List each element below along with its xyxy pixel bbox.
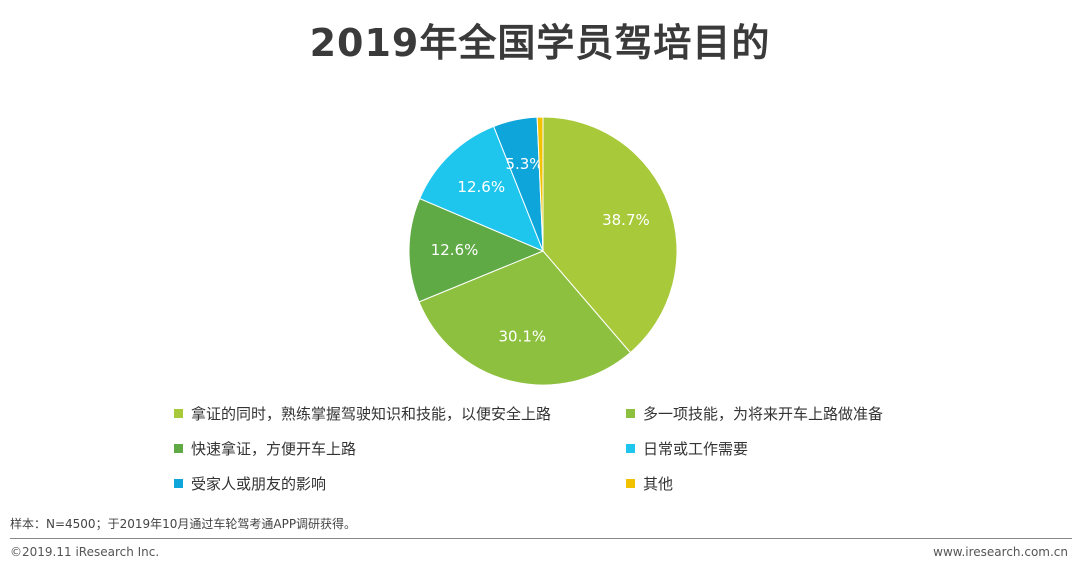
data-label: 30.1% [499,327,547,345]
chart-title: 2019年全国学员驾培目的 [309,21,771,65]
legend-swatch [174,408,183,418]
legend-swatch [626,478,635,488]
legend-swatch [174,443,183,453]
legend-item: 拿证的同时，熟练掌握驾驶知识和技能，以便安全上路 [174,402,551,424]
pie-slice [542,116,678,354]
pie-chart: 38.7%30.1%12.6%12.6%5.3% [408,116,678,386]
legend-swatch [174,478,183,488]
data-label: 12.6% [457,178,505,196]
pie-slice [419,125,544,252]
legend-item: 其他 [626,472,673,494]
legend-swatch [626,408,635,418]
legend-swatch [626,443,635,453]
pie-slice [408,197,545,303]
pie-slice [536,116,544,252]
legend-item: 日常或工作需要 [626,437,748,459]
pie-slice [418,250,632,386]
legend-item: 受家人或朋友的影响 [174,472,326,494]
legend-label: 多一项技能，为将来开车上路做准备 [643,404,884,423]
data-label: 5.3% [505,155,543,173]
legend-label: 拿证的同时，熟练掌握驾驶知识和技能，以便安全上路 [191,404,552,423]
sample-note: 样本：N=4500；于2019年10月通过车轮驾考通APP调研获得。 [10,517,357,531]
copyright: ©2019.11 iResearch Inc. [10,545,160,559]
legend-label: 受家人或朋友的影响 [191,474,327,493]
legend-label: 其他 [643,474,674,493]
legend-item: 快速拿证，方便开车上路 [174,437,356,459]
data-label: 12.6% [431,241,479,259]
data-label: 38.7% [602,211,650,229]
footer-divider [10,538,1072,539]
website-url: www.iresearch.com.cn [933,545,1068,559]
legend-label: 日常或工作需要 [643,439,749,458]
legend-label: 快速拿证，方便开车上路 [191,439,357,458]
legend-item: 多一项技能，为将来开车上路做准备 [626,402,883,424]
